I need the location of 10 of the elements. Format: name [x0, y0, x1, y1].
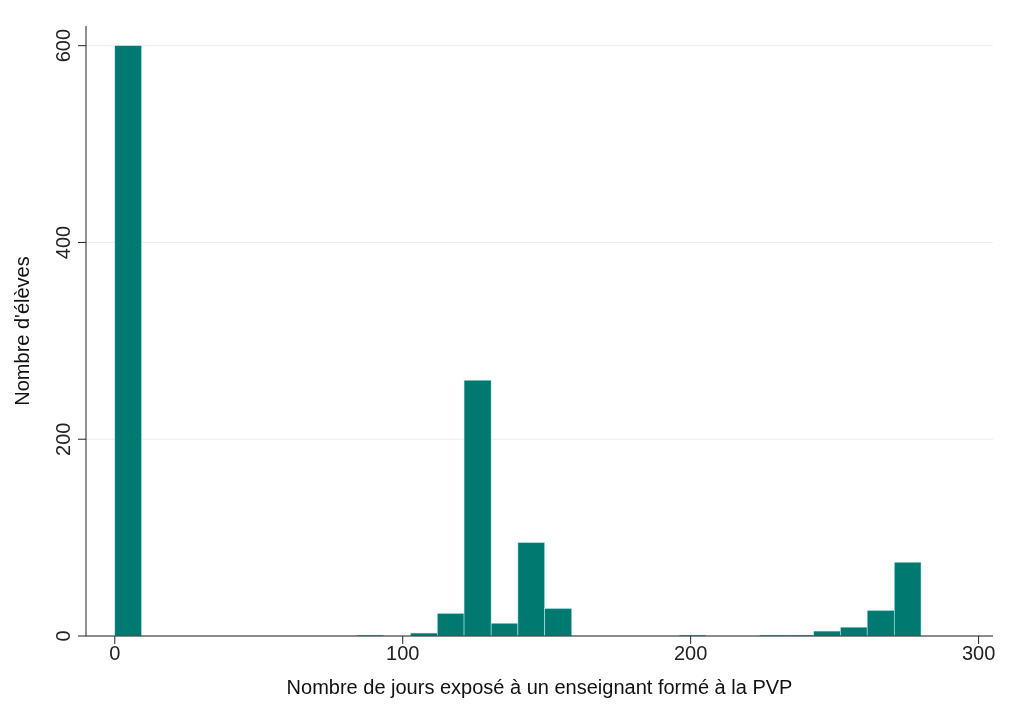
y-axis-title: Nombre d'élèves	[11, 256, 34, 406]
y-tick-label: 600	[52, 28, 74, 63]
y-tick-label: 400	[52, 225, 74, 260]
x-tick-label: 100	[386, 642, 420, 665]
y-tick-label: 200	[52, 422, 74, 456]
x-axis-title: Nombre de jours exposé à un enseignant formé à la PVP	[286, 676, 793, 698]
x-tick-label: 300	[961, 642, 996, 665]
y-tick-label: 0	[52, 630, 74, 642]
x-tick-label: 200	[673, 642, 708, 665]
x-tick-label: 0	[109, 642, 121, 665]
